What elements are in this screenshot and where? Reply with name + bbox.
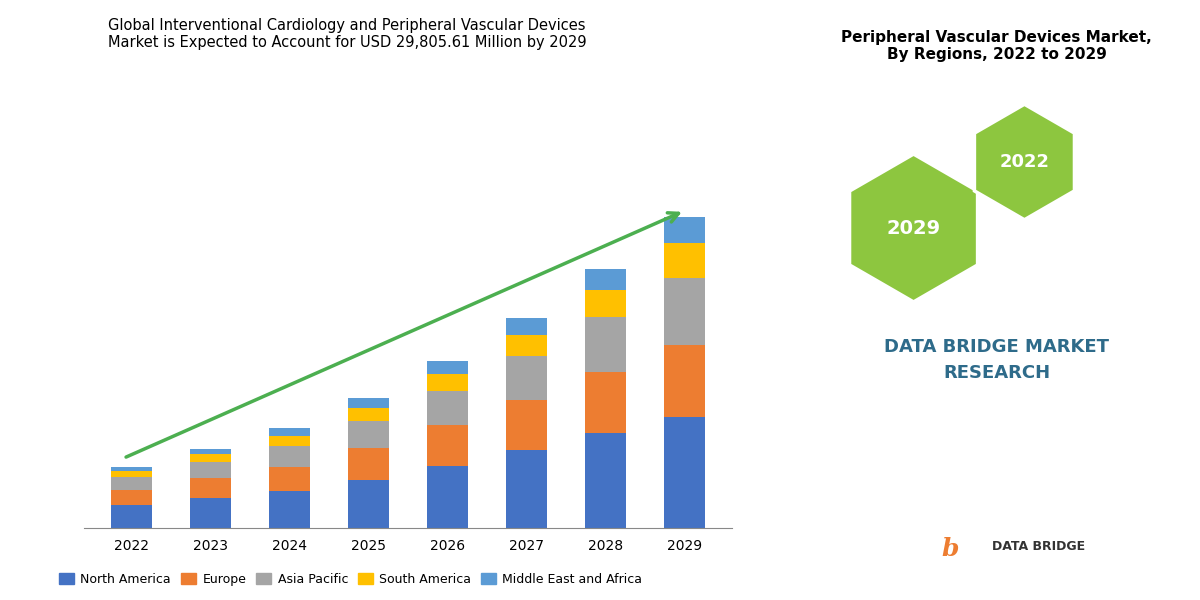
Bar [190,462,230,478]
Text: DATA BRIDGE: DATA BRIDGE [991,539,1085,553]
Bar [348,448,389,479]
Bar [190,454,230,462]
Polygon shape [850,154,978,302]
Bar [190,498,230,528]
Bar [110,472,152,477]
Bar [506,356,547,400]
Bar [427,466,468,528]
Bar [348,479,389,528]
Bar [190,478,230,498]
Bar [427,391,468,425]
Bar [506,449,547,528]
Bar [269,491,310,528]
Text: Peripheral Vascular Devices Market,
By Regions, 2022 to 2029: Peripheral Vascular Devices Market, By R… [841,30,1152,62]
Bar [269,467,310,491]
Bar [586,433,626,528]
Bar [586,317,626,372]
Bar [269,436,310,446]
Bar [427,361,468,374]
Text: b: b [942,537,959,561]
Polygon shape [974,104,1074,220]
Bar [664,278,706,344]
Bar [269,428,310,436]
Bar [664,217,706,244]
Bar [506,335,547,356]
Bar [190,449,230,454]
Bar [664,417,706,528]
Bar [664,244,706,278]
Text: DATA BRIDGE MARKET
RESEARCH: DATA BRIDGE MARKET RESEARCH [884,338,1109,382]
Bar [586,372,626,433]
Bar [348,398,389,408]
Bar [506,400,547,449]
Bar [269,446,310,467]
Bar [110,490,152,505]
Bar [664,344,706,417]
Bar [110,477,152,490]
Text: Global Interventional Cardiology and Peripheral Vascular Devices
Market is Expec: Global Interventional Cardiology and Per… [108,18,586,50]
Text: DATA
BR: DATA BR [137,224,379,400]
Bar [110,467,152,472]
Bar [348,408,389,421]
Bar [586,269,626,290]
Bar [110,505,152,528]
Bar [586,290,626,317]
Text: 2022: 2022 [1000,153,1050,171]
Polygon shape [738,0,868,600]
Bar [427,425,468,466]
Bar [427,374,468,391]
Bar [506,319,547,335]
Bar [348,421,389,448]
Legend: North America, Europe, Asia Pacific, South America, Middle East and Africa: North America, Europe, Asia Pacific, Sou… [54,568,648,591]
Text: 2029: 2029 [887,218,941,238]
